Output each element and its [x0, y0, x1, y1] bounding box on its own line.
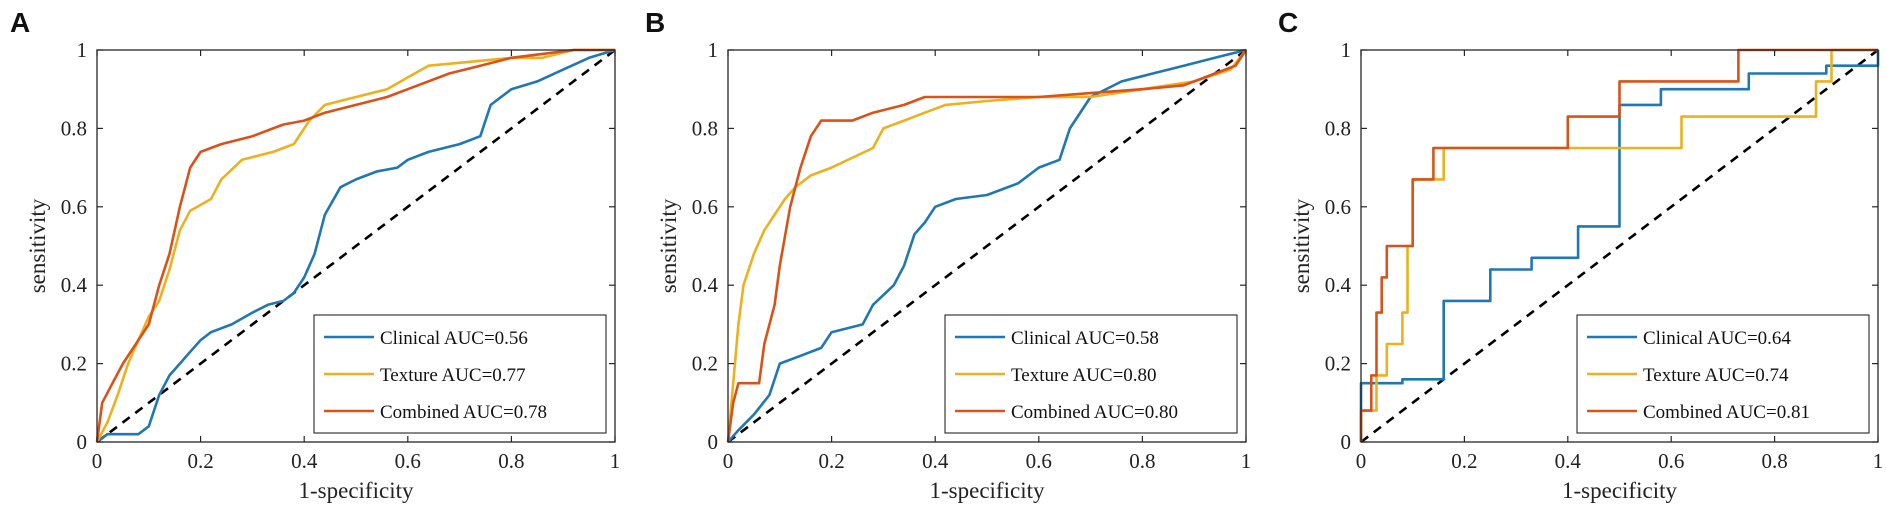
panel-a-ylabel: sensitivity: [25, 198, 50, 293]
panel-b-clinical-curve: [727, 48, 1247, 443]
panel-c-xtick-label: 1: [1873, 449, 1884, 473]
panel-c-axes-box: [1360, 49, 1879, 443]
panel-a-letter: A: [10, 7, 30, 38]
panel-b-ytick-label: 0.8: [692, 116, 718, 140]
panel-b-xlabel: 1-specificity: [930, 478, 1045, 503]
panel-a-ytick-label: 0: [77, 430, 88, 454]
panel-a-ytick-label: 0.6: [61, 195, 87, 219]
panel-c-ylabel: sensitivity: [1289, 198, 1314, 293]
panel-b-xtick-label: 0: [723, 449, 734, 473]
panel-c-xtick-label: 0.2: [1451, 449, 1477, 473]
panel-b-letter: B: [645, 7, 665, 38]
panel-c-ytick-label: 0: [1341, 430, 1352, 454]
panel-c-ytick-label: 0.8: [1325, 116, 1351, 140]
panel-a-xtick-label: 0: [92, 449, 103, 473]
panel-a: A 00 0.2 0.2 0.4 0.4 0.6 0.6 0.8 0.8 1 1 1-specific…: [10, 7, 620, 503]
panel-a-xtick-label: 0.2: [187, 449, 213, 473]
panel-b-ytick-label: 0: [708, 430, 719, 454]
panel-a-combined-curve: [95, 48, 615, 443]
panel-a-legend: Clinical AUC=0.56 Texture AUC=0.77 Combine…: [313, 314, 607, 434]
panel-c-xtick-label: 0.6: [1658, 449, 1684, 473]
panel-c-chance-line: [1360, 48, 1879, 444]
panel-a-ytick-label: 0.4: [61, 273, 88, 297]
panel-a-ytick-label: 0.8: [61, 116, 87, 140]
panel-a-xtick-label: 0.4: [291, 449, 318, 473]
panel-b-xtick-label: 0.4: [922, 449, 949, 473]
panel-c-combined-curve: [1359, 48, 1878, 442]
panel-c-ytick-label: 0.6: [1325, 195, 1351, 219]
panel-a-chance-line: [96, 48, 616, 444]
panel-b-legend-label-combined: Combined AUC=0.80: [1011, 402, 1178, 423]
panel-b-ytick-label: 0.4: [692, 273, 719, 297]
panel-c-legend-label-texture: Texture AUC=0.74: [1643, 365, 1789, 386]
panel-c-legend-label-combined: Combined AUC=0.81: [1643, 402, 1810, 423]
panel-a-legend-label-combined: Combined AUC=0.78: [380, 402, 547, 423]
panel-b-ytick-label: 0.6: [692, 195, 718, 219]
panel-a-xlabel: 1-specificity: [299, 478, 414, 503]
panel-c: C 00 0.2 0.2 0.4 0.4 0.6 0.6 0.8 0.8 1 1 1-specific…: [1278, 7, 1883, 503]
panel-c-xtick-label: 0: [1356, 449, 1367, 473]
panel-b-xtick-label: 0.2: [818, 449, 844, 473]
panel-b-xtick-label: 0.8: [1129, 449, 1155, 473]
panel-c-legend: Clinical AUC=0.64 Texture AUC=0.74 Combine…: [1576, 314, 1870, 434]
panel-a-axes-box: [96, 49, 616, 443]
panel-c-xtick-label: 0.8: [1761, 449, 1787, 473]
panel-b-ytick-label: 0.2: [692, 352, 718, 376]
panel-b-legend-label-texture: Texture AUC=0.80: [1011, 365, 1157, 386]
panel-c-letter: C: [1278, 7, 1298, 38]
panel-b-ytick-label: 1: [708, 38, 719, 62]
panel-b-xtick-label: 0.6: [1026, 449, 1052, 473]
panel-b: B 00 0.2 0.2 0.4 0.4 0.6 0.6 0.8 0.8 1 1 1-specific…: [645, 7, 1251, 503]
panel-a-xtick-label: 0.6: [395, 449, 421, 473]
panel-b-legend: Clinical AUC=0.58 Texture AUC=0.80 Combine…: [944, 314, 1238, 434]
panel-c-xlabel: 1-specificity: [1562, 478, 1677, 503]
panel-b-axes-box: [727, 49, 1247, 443]
panel-b-chance-line: [727, 48, 1247, 444]
panel-b-legend-label-clinical: Clinical AUC=0.58: [1011, 328, 1159, 349]
panel-c-ytick-label: 0.4: [1325, 273, 1352, 297]
panel-c-ytick-label: 0.2: [1325, 352, 1351, 376]
panel-a-legend-label-texture: Texture AUC=0.77: [380, 365, 526, 386]
panel-b-combined-curve: [726, 49, 1248, 443]
panel-a-ytick-label: 0.2: [61, 352, 87, 376]
panel-a-clinical-curve: [96, 48, 616, 444]
panel-a-ytick-label: 1: [77, 38, 88, 62]
panel-a-legend-label-clinical: Clinical AUC=0.56: [380, 328, 528, 349]
panel-b-ylabel: sensitivity: [656, 198, 681, 293]
panel-c-legend-label-clinical: Clinical AUC=0.64: [1643, 328, 1791, 349]
panel-c-ytick-label: 1: [1341, 38, 1352, 62]
panel-b-xtick-label: 1: [1241, 449, 1252, 473]
panel-b-texture-curve: [726, 49, 1248, 443]
panel-a-xtick-label: 1: [610, 449, 621, 473]
panel-a-xtick-label: 0.8: [498, 449, 524, 473]
panel-c-clinical-curve: [1359, 50, 1880, 442]
panel-c-xtick-label: 0.4: [1555, 449, 1582, 473]
